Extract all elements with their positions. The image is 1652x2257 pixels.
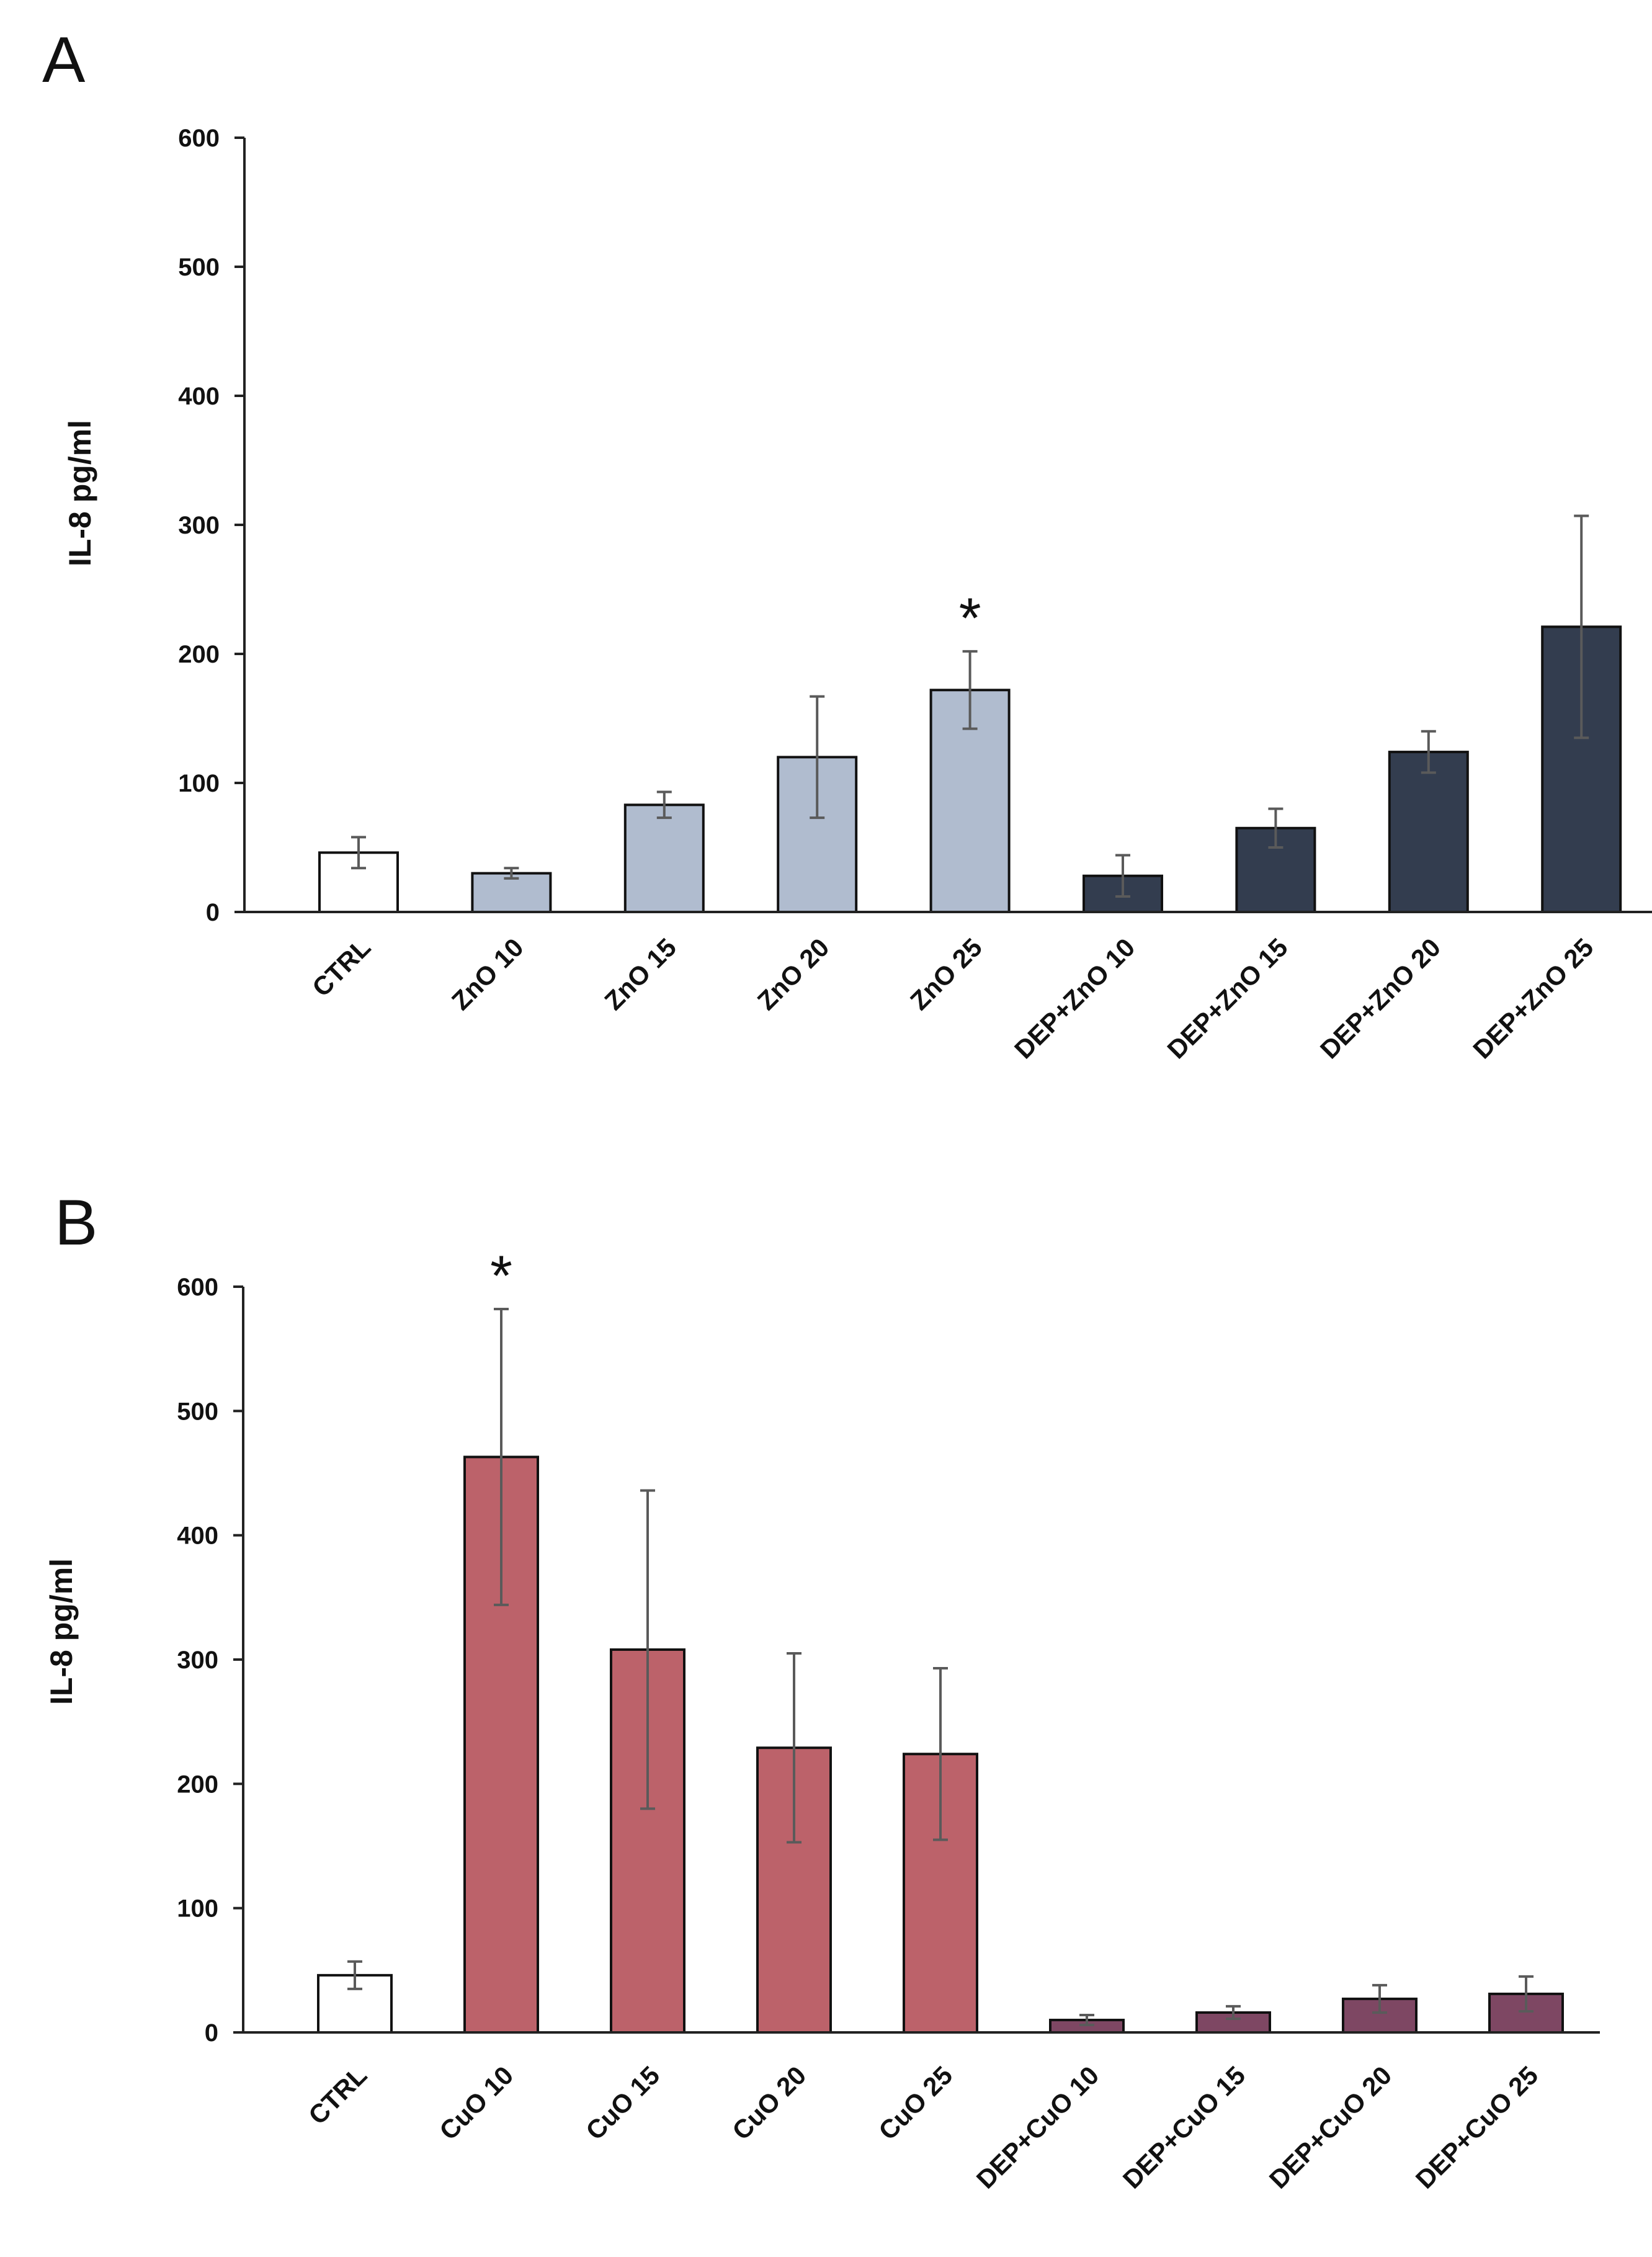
panel-a-y-tick-label: 500 — [178, 254, 220, 281]
panel-b-category-label: CuO 15 — [580, 2060, 665, 2145]
panel-a-y-tick-label: 400 — [178, 383, 220, 410]
panel-a-category-label: DEP+ZnO 25 — [1467, 932, 1599, 1064]
panel-a-y-axis-title: IL-8 pg/ml — [63, 420, 97, 566]
panel-b-category-label: DEP+CuO 20 — [1264, 2060, 1398, 2194]
panel-a-category-label: DEP+ZnO 10 — [1009, 932, 1140, 1064]
panel-a-category-label: ZnO 15 — [599, 932, 682, 1016]
panel-a-category-label: CTRL — [306, 932, 376, 1002]
panel-a-significance-marker: * — [959, 587, 981, 650]
panel-b-y-axis-title: IL-8 pg/ml — [44, 1558, 79, 1705]
panel-b-y-tick-label: 500 — [177, 1398, 218, 1425]
panel-b-category-label: CuO 20 — [726, 2060, 811, 2145]
panel-a-y-tick-label: 600 — [178, 125, 220, 152]
panel-b-y-tick-label: 100 — [177, 1895, 218, 1923]
panel-b-y-tick-label: 200 — [177, 1771, 218, 1798]
panel-a-y-tick-label: 200 — [178, 641, 220, 668]
panel-b-y-tick-label: 0 — [205, 2019, 218, 2047]
panel-b-y-tick-label: 300 — [177, 1647, 218, 1674]
panel-a-chart: A IL-8 pg/ml 0 100 200 300 400 500 600 CTRL ZnO … — [42, 24, 1652, 1064]
panel-b-label: B — [55, 1187, 97, 1259]
panel-a-y-tick-label: 300 — [178, 512, 220, 539]
panel-b-category-label: CuO 25 — [873, 2060, 958, 2145]
panel-a-category-label: DEP+ZnO 20 — [1315, 932, 1446, 1064]
panel-a-category-label: DEP+ZnO 15 — [1161, 932, 1293, 1064]
panel-b-significance-marker: * — [490, 1245, 512, 1308]
panel-b-y-tick-label: 600 — [177, 1274, 218, 1301]
panel-a-y-tick-label: 0 — [206, 899, 220, 926]
panel-a-label: A — [42, 24, 86, 96]
panel-a-bar — [471, 872, 552, 913]
panel-a-category-label: ZnO 25 — [904, 932, 988, 1016]
panel-a-category-label: ZnO 20 — [752, 932, 835, 1016]
panel-b-category-label: DEP+CuO 25 — [1410, 2060, 1544, 2194]
panel-a-bar — [929, 689, 1011, 913]
panel-b-category-label: CTRL — [303, 2060, 372, 2130]
panel-a-bar — [623, 803, 705, 913]
panel-b-y-tick-label: 400 — [177, 1522, 218, 1550]
panel-b-chart: B IL-8 pg/ml 0 100 200 300 400 500 600 CTRL CuO … — [44, 1187, 1600, 2194]
panel-a-bar — [1388, 751, 1469, 913]
panel-b-category-label: CuO 10 — [434, 2060, 519, 2145]
panel-b-category-label: DEP+CuO 10 — [971, 2060, 1105, 2194]
panel-a-y-tick-label: 100 — [178, 770, 220, 797]
panel-a-category-label: ZnO 10 — [446, 932, 529, 1016]
panel-b-category-label: DEP+CuO 15 — [1117, 2060, 1251, 2194]
